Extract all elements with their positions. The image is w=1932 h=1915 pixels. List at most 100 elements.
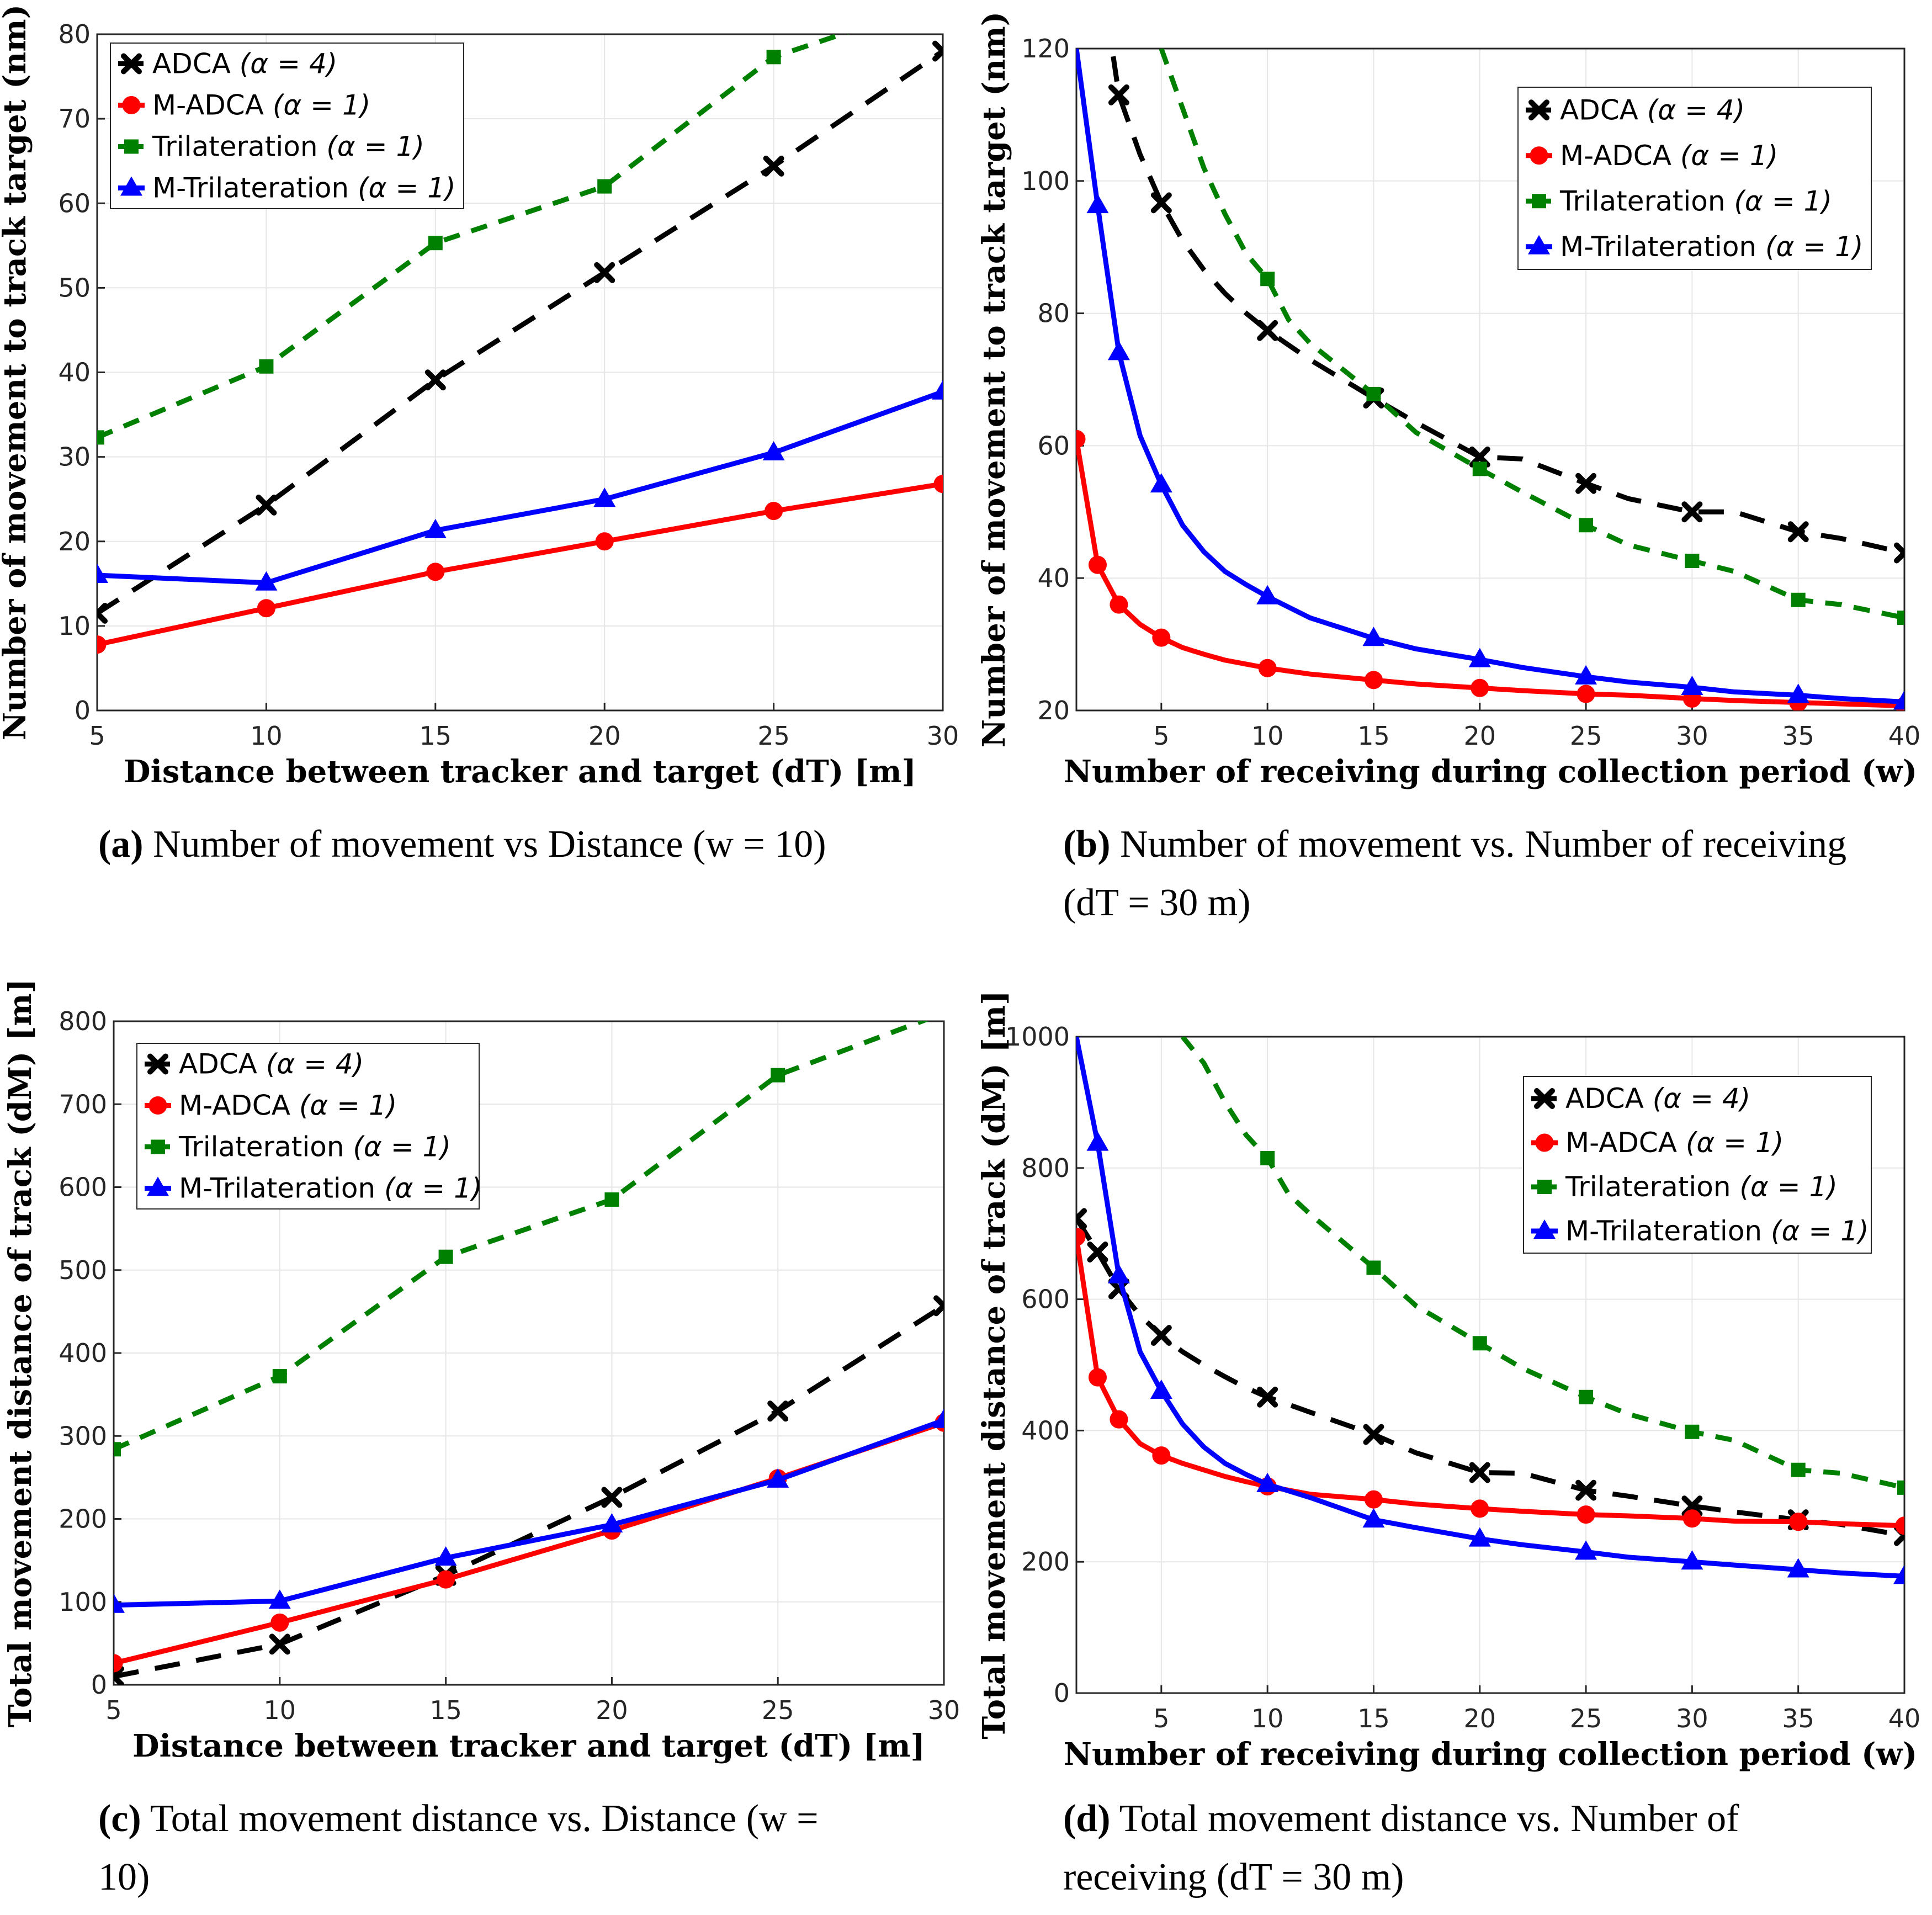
y-tick-label: 20 xyxy=(1037,696,1070,725)
data-point xyxy=(434,1546,457,1566)
chart-c: 5 10 15 20 25 300100200300400500600700800Dist… xyxy=(2,979,960,1764)
legend-swatch-marker xyxy=(1534,1088,1555,1109)
data-point xyxy=(268,1589,291,1609)
data-point xyxy=(771,1068,785,1083)
legend-entry: Trilateration (α = 1) xyxy=(1559,185,1832,217)
x-tick-label: 20 xyxy=(1463,721,1496,751)
data-point xyxy=(1366,386,1381,401)
data-point xyxy=(1362,1508,1385,1528)
data-point xyxy=(1076,1208,1087,1229)
data-point xyxy=(97,635,107,654)
data-point xyxy=(255,571,278,591)
legend-entry: Trilateration (α = 1) xyxy=(178,1131,451,1163)
data-point xyxy=(1363,1424,1384,1445)
caption-c: (c) Total movement distance vs. Distance… xyxy=(98,1790,871,1907)
data-point xyxy=(1787,1558,1809,1578)
data-point xyxy=(114,1593,125,1613)
data-point xyxy=(428,236,443,251)
legend-swatch-marker xyxy=(124,139,139,154)
data-point xyxy=(1893,690,1904,710)
y-tick-label: 0 xyxy=(75,696,91,725)
legend-swatch-marker xyxy=(120,176,142,196)
series-adca xyxy=(97,40,943,624)
data-point xyxy=(1787,683,1809,703)
data-point xyxy=(1088,555,1107,574)
y-tick-label: 80 xyxy=(1037,299,1070,328)
data-point xyxy=(1579,518,1594,533)
y-tick-label: 20 xyxy=(58,527,91,556)
data-point xyxy=(257,599,275,618)
legend-name: M-Trilateration xyxy=(1565,1215,1771,1247)
series-line xyxy=(1110,49,1904,556)
legend-entry: M-Trilateration (α = 1) xyxy=(1560,231,1863,263)
x-axis-label: Number of receiving during collection pe… xyxy=(1064,754,1917,790)
data-point xyxy=(937,1006,951,1020)
series-m-adca xyxy=(1076,429,1904,710)
legend-param: (α = 4) xyxy=(266,1048,364,1080)
caption-d-label: (d) xyxy=(1063,1797,1111,1840)
x-tick-label: 10 xyxy=(1251,1704,1284,1733)
legend-box xyxy=(1523,1076,1872,1254)
caption-d: (d) Total movement distance vs. Number o… xyxy=(1063,1790,1847,1907)
series-line xyxy=(1076,1236,1904,1529)
data-point xyxy=(601,1487,623,1508)
x-tick-label: 25 xyxy=(1570,721,1602,751)
series-line xyxy=(1076,438,1904,709)
data-point xyxy=(1150,473,1172,493)
legend-entry: M-Trilateration (α = 1) xyxy=(179,1173,482,1205)
data-point xyxy=(1468,1527,1491,1547)
data-point xyxy=(97,602,108,624)
legend-param: (α = 4) xyxy=(240,48,337,80)
legend-name: ADCA xyxy=(179,1048,266,1080)
series-line xyxy=(1159,49,1904,620)
legend-param: (α = 4) xyxy=(1653,1083,1750,1115)
legend-param: (α = 1) xyxy=(1765,231,1863,263)
data-point xyxy=(1086,1131,1109,1151)
axes-box xyxy=(1075,47,1906,712)
data-point xyxy=(114,1654,123,1673)
legend-entry: M-Trilateration (α = 1) xyxy=(1565,1215,1869,1247)
data-point xyxy=(114,1442,121,1457)
y-tick-label: 400 xyxy=(59,1338,107,1368)
series-m-trilateration xyxy=(1076,1037,1904,1584)
y-tick-label: 800 xyxy=(59,1006,107,1036)
legend-box xyxy=(136,1043,480,1210)
data-point xyxy=(1681,676,1703,696)
legend-swatch-marker xyxy=(1530,146,1548,165)
data-point xyxy=(594,262,615,283)
data-point xyxy=(1076,1228,1086,1246)
caption-c-text: Total movement distance vs. Distance (w … xyxy=(98,1797,819,1898)
x-tick-label: 30 xyxy=(927,721,959,751)
data-point xyxy=(1088,1368,1107,1387)
y-axis-label: Number of movement to track target (nm) xyxy=(976,12,1012,747)
legend-name: M-ADCA xyxy=(1560,140,1680,172)
data-point xyxy=(1258,659,1277,677)
data-point xyxy=(1260,272,1275,287)
data-point xyxy=(763,155,784,177)
x-tick-label: 35 xyxy=(1782,721,1814,751)
x-tick-label: 10 xyxy=(1251,721,1284,751)
x-tick-label: 15 xyxy=(1357,721,1390,751)
x-tick-label: 25 xyxy=(762,1695,794,1725)
legend-name: M-Trilateration xyxy=(179,1173,384,1205)
x-tick-label: 5 xyxy=(89,721,105,751)
legend-box xyxy=(110,43,464,209)
x-tick-label: 15 xyxy=(429,1695,462,1725)
caption-a: (a) Number of movement vs Distance (w = … xyxy=(98,815,871,874)
data-point xyxy=(1260,1150,1275,1165)
legend-param: (α = 1) xyxy=(1771,1215,1869,1247)
series-trilateration xyxy=(97,34,850,445)
y-tick-label: 0 xyxy=(91,1670,107,1700)
data-point xyxy=(932,380,943,400)
x-tick-label: 30 xyxy=(928,1695,960,1725)
series-trilateration xyxy=(114,1006,951,1457)
y-tick-label: 700 xyxy=(59,1089,107,1119)
legend-entry: Trilateration (α = 1) xyxy=(1565,1171,1838,1203)
x-axis-label: Number of receiving during collection pe… xyxy=(1064,1736,1917,1773)
plot-area xyxy=(1076,49,1904,710)
series-trilateration xyxy=(1159,49,1904,625)
legend-param: (α = 1) xyxy=(299,1090,397,1122)
series-line xyxy=(114,1021,929,1452)
caption-a-label: (a) xyxy=(98,823,144,866)
